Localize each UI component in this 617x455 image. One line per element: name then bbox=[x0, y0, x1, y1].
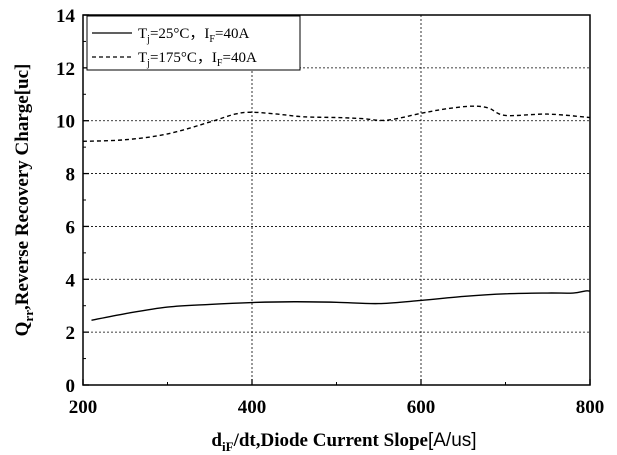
series-line-2 bbox=[82, 105, 591, 143]
y-tick-label: 0 bbox=[66, 376, 76, 397]
y-tick-label: 14 bbox=[56, 6, 76, 27]
x-axis-label: diF/dt,Diode Current Slope[A/us] bbox=[211, 430, 476, 454]
y-axis-label: Qrr,Reverse Recovery Charge[uc] bbox=[12, 64, 36, 337]
legend: Tj=25°C，IF=40A Tj=175°C，IF=40A bbox=[86, 15, 301, 71]
x-tick-label: 400 bbox=[238, 397, 267, 418]
legend-box bbox=[86, 15, 301, 71]
y-tick-label: 2 bbox=[66, 323, 76, 344]
x-tick-label: 600 bbox=[407, 397, 436, 418]
x-tick-label: 800 bbox=[576, 397, 605, 418]
axis-ticks: 200 400 600 800 0 2 4 6 8 10 12 14 bbox=[56, 6, 604, 418]
x-tick-label: 200 bbox=[69, 397, 98, 418]
series-layer bbox=[82, 105, 591, 321]
y-tick-label: 10 bbox=[56, 112, 75, 133]
y-tick-label: 4 bbox=[66, 270, 76, 291]
y-tick-label: 8 bbox=[66, 165, 76, 186]
series-line-1 bbox=[91, 290, 591, 321]
legend-label-series-2: Tj=175°C，IF=40A bbox=[138, 50, 257, 69]
y-tick-label: 12 bbox=[56, 59, 75, 80]
legend-label-series-1: Tj=25°C，IF=40A bbox=[138, 26, 249, 45]
y-tick-label: 6 bbox=[66, 217, 76, 238]
